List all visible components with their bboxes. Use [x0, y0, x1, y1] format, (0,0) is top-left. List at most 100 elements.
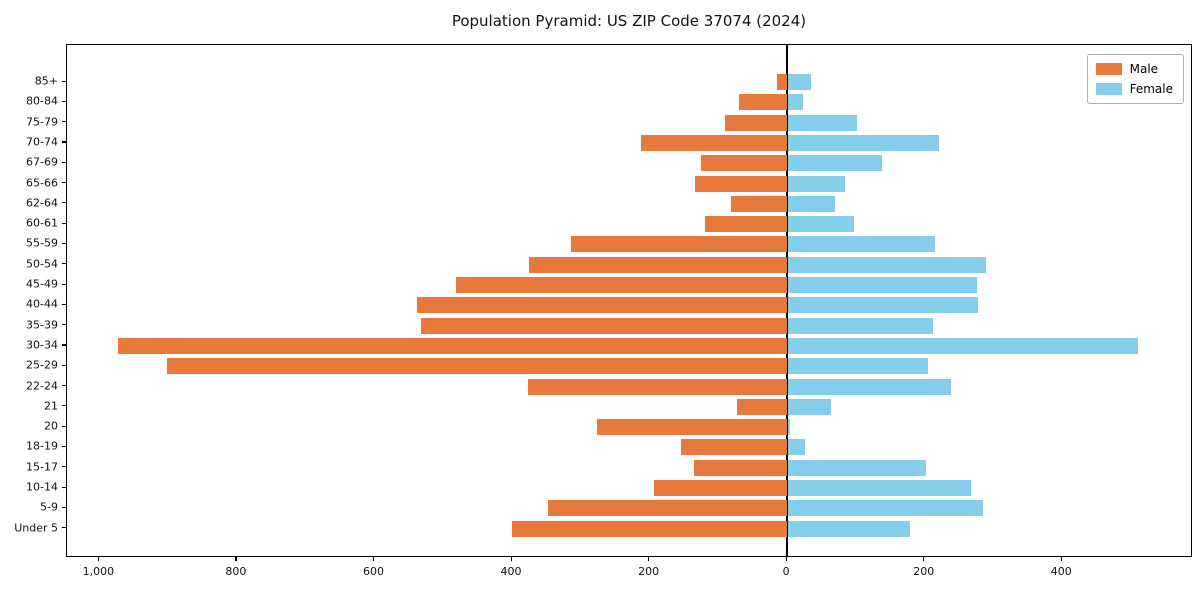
- female-bar-60-61: [788, 216, 855, 233]
- legend: Male Female: [1086, 54, 1184, 104]
- female-bar-21: [788, 398, 831, 415]
- female-bar-15-17: [788, 459, 927, 476]
- legend-label-male: Male: [1129, 62, 1159, 76]
- y-tick-label-18-19: 18-19: [26, 439, 58, 453]
- y-tick-mark: [62, 283, 66, 285]
- x-tick-label-0: 0: [782, 565, 790, 578]
- zero-axis-line: [786, 45, 789, 556]
- y-tick-label-20: 20: [44, 419, 58, 433]
- y-tick-mark: [62, 344, 66, 346]
- female-bar-25-29: [788, 358, 929, 375]
- y-tick-label-65-66: 65-66: [26, 176, 58, 189]
- female-bar-45-49: [788, 277, 978, 293]
- male-bar-45-49: [456, 277, 788, 293]
- y-tick-mark: [62, 222, 66, 224]
- y-tick-mark: [62, 202, 66, 204]
- x-tick-mark: [372, 557, 375, 561]
- female-bar-40-44: [788, 297, 979, 314]
- y-tick-label-10-14: 10-14: [26, 480, 58, 494]
- male-bar-62-64: [731, 195, 788, 212]
- y-tick-mark: [62, 385, 66, 387]
- y-tick-label-55-59: 55-59: [26, 236, 58, 250]
- female-bar-22-24: [788, 378, 952, 395]
- y-tick-mark: [62, 161, 66, 163]
- female-bar-80-84: [788, 94, 803, 111]
- legend-item-female: Female: [1095, 82, 1173, 96]
- female-bar-70-74: [788, 134, 940, 151]
- male-bar-5-9: [548, 500, 788, 517]
- female-bar-75-79: [788, 114, 857, 131]
- female-bar-10-14: [788, 480, 972, 496]
- x-tick-label-600: 600: [362, 565, 384, 578]
- male-bar-67-69: [700, 155, 788, 172]
- x-tick-mark: [785, 557, 787, 561]
- y-tick-mark: [62, 100, 66, 102]
- x-tick-label-400: 400: [500, 565, 522, 578]
- y-tick-mark: [62, 324, 66, 326]
- male-bar-25-29: [167, 358, 788, 375]
- y-tick-label-22-24: 22-24: [26, 379, 58, 392]
- female-bar-18-19: [788, 439, 806, 456]
- male-bar-15-17: [694, 459, 788, 476]
- legend-label-female: Female: [1129, 82, 1173, 96]
- y-tick-mark: [62, 80, 66, 82]
- y-tick-label-67-69: 67-69: [26, 155, 58, 169]
- male-bar-60-61: [705, 216, 788, 233]
- chart-title: Population Pyramid: US ZIP Code 37074 (2…: [451, 12, 807, 30]
- y-tick-label-70-74: 70-74: [26, 135, 58, 149]
- female-bar-Under 5: [788, 520, 910, 537]
- y-tick-label-30-34: 30-34: [26, 338, 58, 352]
- y-tick-label-45-49: 45-49: [26, 277, 58, 291]
- male-bar-10-14: [653, 480, 788, 496]
- female-swatch: [1095, 83, 1122, 95]
- male-bar-55-59: [571, 236, 788, 253]
- x-tick-label-400: 400: [1050, 565, 1072, 578]
- y-tick-mark: [62, 405, 66, 407]
- male-bar-35-39: [421, 317, 788, 334]
- x-tick-label-200: 200: [638, 565, 660, 578]
- y-tick-mark: [62, 364, 66, 366]
- y-tick-mark: [62, 263, 66, 265]
- x-tick-mark: [923, 557, 925, 561]
- male-bar-Under 5: [512, 520, 788, 537]
- male-bar-80-84: [739, 94, 788, 111]
- female-bar-50-54: [788, 256, 987, 273]
- y-tick-mark: [62, 506, 66, 508]
- y-tick-label-50-54: 50-54: [26, 257, 58, 271]
- female-bar-5-9: [788, 500, 983, 517]
- y-tick-label-Under 5: Under 5: [14, 521, 58, 535]
- male-swatch: [1095, 63, 1122, 75]
- male-bar-20: [596, 419, 788, 436]
- male-bar-85+: [776, 74, 788, 90]
- y-tick-mark: [62, 466, 66, 468]
- male-bar-22-24: [527, 378, 788, 395]
- male-bar-70-74: [641, 134, 788, 151]
- female-bar-30-34: [788, 337, 1139, 354]
- y-tick-label-21: 21: [44, 399, 58, 413]
- y-tick-mark: [62, 242, 66, 245]
- y-tick-label-75-79: 75-79: [26, 115, 58, 129]
- y-tick-label-35-39: 35-39: [26, 318, 58, 332]
- male-bar-21: [736, 398, 788, 415]
- y-tick-mark: [62, 303, 66, 305]
- y-tick-label-40-44: 40-44: [26, 297, 58, 311]
- x-tick-mark: [648, 557, 650, 561]
- y-tick-mark: [62, 425, 66, 427]
- female-bar-67-69: [788, 155, 882, 172]
- y-tick-label-15-17: 15-17: [26, 460, 58, 474]
- male-bar-50-54: [528, 256, 788, 273]
- y-tick-label-62-64: 62-64: [26, 196, 58, 210]
- x-tick-mark: [97, 557, 100, 561]
- y-tick-mark: [62, 527, 66, 529]
- y-tick-label-5-9: 5-9: [40, 500, 58, 514]
- x-tick-label-800: 800: [225, 565, 247, 578]
- y-tick-label-60-61: 60-61: [26, 216, 58, 230]
- x-tick-mark: [510, 557, 512, 561]
- male-bar-30-34: [117, 337, 788, 354]
- y-tick-mark: [62, 141, 66, 143]
- female-bar-35-39: [788, 317, 933, 334]
- female-bar-55-59: [788, 236, 935, 253]
- y-tick-mark: [62, 121, 66, 123]
- y-tick-label-85+: 85+: [34, 74, 58, 88]
